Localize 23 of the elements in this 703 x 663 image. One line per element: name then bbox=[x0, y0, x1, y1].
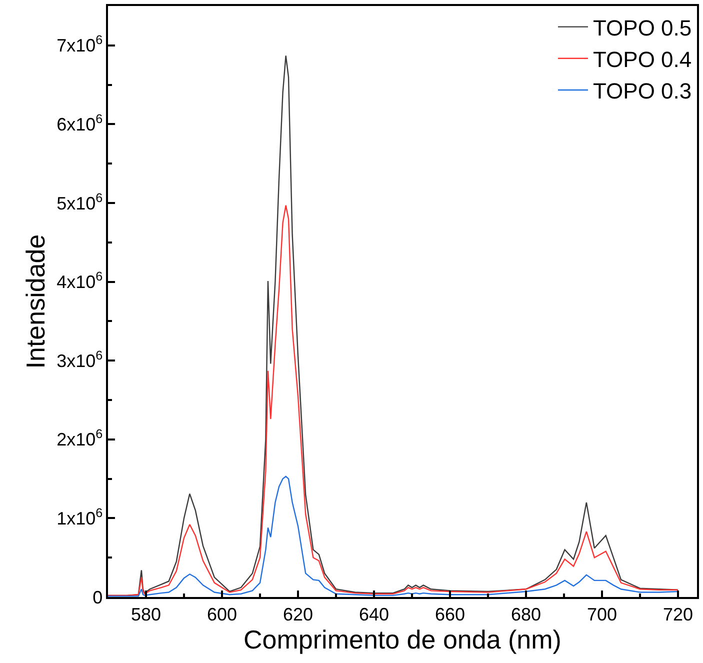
x-tick-label: 680 bbox=[510, 604, 542, 624]
x-tick-label: 580 bbox=[130, 604, 162, 624]
y-tick-label: 0 bbox=[92, 587, 103, 608]
y-tick-label: 1x10$^{6}$ bbox=[56, 506, 103, 528]
x-tick-label: 700 bbox=[586, 604, 618, 624]
y-tick-label: 6x10$^{6}$ bbox=[56, 112, 103, 134]
y-tick-label: 5x10$^{6}$ bbox=[56, 190, 103, 214]
x-tick-label: 620 bbox=[282, 604, 314, 624]
x-tick-label: 720 bbox=[662, 604, 694, 624]
line-series bbox=[108, 204, 679, 596]
y-tick-label: 3x10$^{6}$ bbox=[56, 348, 103, 371]
legend-label: TOPO 0.3 bbox=[593, 78, 692, 104]
y-tick-label: 7x10$^{6}$ bbox=[56, 33, 103, 56]
x-axis-title: Comprimento de onda (nm) bbox=[244, 624, 562, 654]
x-tick-label: 660 bbox=[434, 604, 466, 624]
x-tick-label: 600 bbox=[206, 604, 238, 624]
legend-label: TOPO 0.5 bbox=[593, 15, 692, 40]
legend-label: TOPO 0.4 bbox=[593, 46, 692, 72]
y-axis-title: Intensidade bbox=[20, 234, 50, 369]
y-tick-label: 4x10$^{6}$ bbox=[56, 270, 103, 292]
x-tick-label: 640 bbox=[358, 604, 390, 624]
y-tick-label: 2x10$^{6}$ bbox=[56, 427, 103, 450]
line-series bbox=[108, 476, 679, 597]
